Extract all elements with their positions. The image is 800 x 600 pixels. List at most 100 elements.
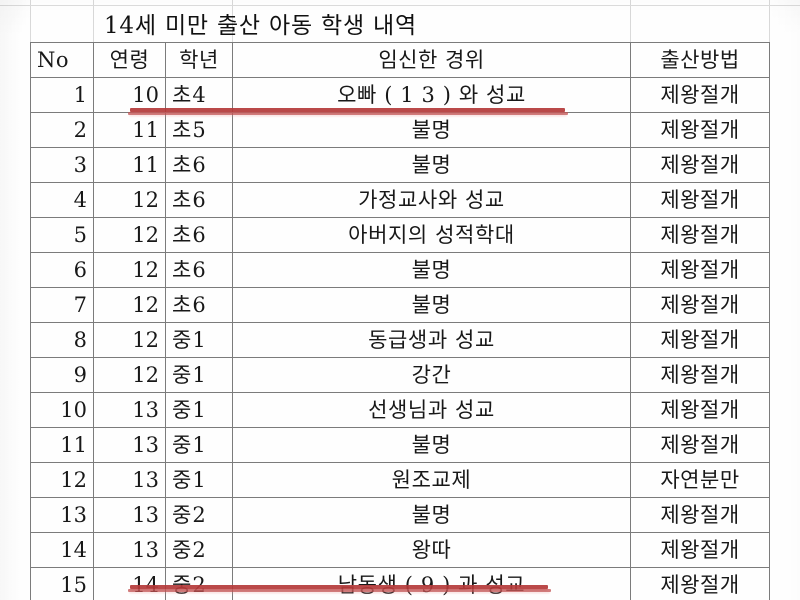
cell-reason: 오빠 ( 1 3 ) 와 성교 bbox=[232, 77, 631, 113]
cell-age: 13 bbox=[93, 392, 166, 428]
cell-no: 11 bbox=[30, 427, 94, 463]
cell-no: 13 bbox=[30, 497, 94, 533]
cell-no: 2 bbox=[30, 112, 94, 148]
cell-age: 13 bbox=[93, 497, 166, 533]
cell-method: 제왕절개 bbox=[630, 497, 770, 533]
cell-grade: 초6 bbox=[165, 287, 233, 323]
table-row: 9 12 중1 강간 제왕절개 bbox=[30, 357, 770, 393]
cell-reason: 가정교사와 성교 bbox=[232, 182, 631, 218]
cell-age: 12 bbox=[93, 322, 166, 358]
table-row: 14 13 중2 왕따 제왕절개 bbox=[30, 532, 770, 568]
cell-age: 12 bbox=[93, 357, 166, 393]
table-row: 13 13 중2 불명 제왕절개 bbox=[30, 497, 770, 533]
column-header-age: 연령 bbox=[93, 42, 166, 78]
table-row: 2 11 초5 불명 제왕절개 bbox=[30, 112, 770, 148]
sheet-gridline-vertical bbox=[30, 0, 31, 42]
sheet-gridline-vertical bbox=[93, 0, 94, 42]
cell-reason: 원조교제 bbox=[232, 462, 631, 498]
cell-no: 6 bbox=[30, 252, 94, 288]
cell-reason: 불명 bbox=[232, 287, 631, 323]
sheet-gridline-vertical bbox=[769, 0, 770, 42]
table-row: 6 12 초6 불명 제왕절개 bbox=[30, 252, 770, 288]
cell-reason: 선생님과 성교 bbox=[232, 392, 631, 428]
cell-grade: 초6 bbox=[165, 182, 233, 218]
cell-reason: 왕따 bbox=[232, 532, 631, 568]
column-header-grade: 학년 bbox=[165, 42, 233, 78]
table-row: 10 13 중1 선생님과 성교 제왕절개 bbox=[30, 392, 770, 428]
cell-no: 4 bbox=[30, 182, 94, 218]
table-row: 7 12 초6 불명 제왕절개 bbox=[30, 287, 770, 323]
cell-grade: 초4 bbox=[165, 77, 233, 113]
cell-method: 제왕절개 bbox=[630, 532, 770, 568]
cell-method: 제왕절개 bbox=[630, 182, 770, 218]
sheet-gridline-vertical bbox=[232, 0, 233, 42]
cell-reason: 남동생 ( 9 ) 과 성교 bbox=[232, 567, 631, 600]
cell-method: 제왕절개 bbox=[630, 322, 770, 358]
sheet-gridline-vertical bbox=[630, 0, 631, 42]
table-body: No 연령 학년 임신한 경위 출산방법 1 10 초4 오빠 ( 1 3 ) … bbox=[30, 42, 770, 600]
table-row: 8 12 중1 동급생과 성교 제왕절개 bbox=[30, 322, 770, 358]
cell-age: 12 bbox=[93, 287, 166, 323]
cell-age: 13 bbox=[93, 427, 166, 463]
cell-method: 제왕절개 bbox=[630, 392, 770, 428]
cell-method: 제왕절개 bbox=[630, 427, 770, 463]
cell-age: 14 bbox=[93, 567, 166, 600]
cell-grade: 초5 bbox=[165, 112, 233, 148]
cell-age: 13 bbox=[93, 532, 166, 568]
cell-grade: 초6 bbox=[165, 217, 233, 253]
cell-grade: 중1 bbox=[165, 427, 233, 463]
cell-method: 제왕절개 bbox=[630, 252, 770, 288]
cell-method: 제왕절개 bbox=[630, 77, 770, 113]
cell-no: 5 bbox=[30, 217, 94, 253]
cell-no: 8 bbox=[30, 322, 94, 358]
cell-no: 15 bbox=[30, 567, 94, 600]
table-row: 3 11 초6 불명 제왕절개 bbox=[30, 147, 770, 183]
cell-age: 12 bbox=[93, 217, 166, 253]
sheet-gridline-horizontal bbox=[0, 5, 800, 6]
column-header-reason: 임신한 경위 bbox=[232, 42, 631, 78]
cell-grade: 중1 bbox=[165, 462, 233, 498]
cell-reason: 강간 bbox=[232, 357, 631, 393]
cell-age: 10 bbox=[93, 77, 166, 113]
table-row: 11 13 중1 불명 제왕절개 bbox=[30, 427, 770, 463]
cell-reason: 동급생과 성교 bbox=[232, 322, 631, 358]
cell-no: 9 bbox=[30, 357, 94, 393]
table-row: 15 14 중2 남동생 ( 9 ) 과 성교 제왕절개 bbox=[30, 567, 770, 600]
cell-no: 10 bbox=[30, 392, 94, 428]
cell-reason: 불명 bbox=[232, 427, 631, 463]
table-row: 12 13 중1 원조교제 자연분만 bbox=[30, 462, 770, 498]
cell-reason: 불명 bbox=[232, 112, 631, 148]
cell-grade: 중1 bbox=[165, 322, 233, 358]
cell-grade: 초6 bbox=[165, 147, 233, 183]
column-header-no: No bbox=[30, 42, 94, 78]
cell-method: 제왕절개 bbox=[630, 357, 770, 393]
column-header-method: 출산방법 bbox=[630, 42, 770, 78]
cell-grade: 중1 bbox=[165, 357, 233, 393]
cell-reason: 아버지의 성적학대 bbox=[232, 217, 631, 253]
cell-grade: 중2 bbox=[165, 567, 233, 600]
cell-reason: 불명 bbox=[232, 147, 631, 183]
cell-method: 제왕절개 bbox=[630, 147, 770, 183]
cell-no: 12 bbox=[30, 462, 94, 498]
cell-no: 1 bbox=[30, 77, 94, 113]
table-row: 5 12 초6 아버지의 성적학대 제왕절개 bbox=[30, 217, 770, 253]
cell-no: 14 bbox=[30, 532, 94, 568]
cell-method: 자연분만 bbox=[630, 462, 770, 498]
page-title: 14세 미만 출산 아동 학생 내역 bbox=[104, 13, 417, 39]
cell-method: 제왕절개 bbox=[630, 112, 770, 148]
cell-grade: 중2 bbox=[165, 532, 233, 568]
cell-method: 제왕절개 bbox=[630, 567, 770, 600]
cell-age: 11 bbox=[93, 112, 166, 148]
cell-no: 7 bbox=[30, 287, 94, 323]
pregnancy-records-table: No 연령 학년 임신한 경위 출산방법 1 10 초4 오빠 ( 1 3 ) … bbox=[30, 42, 770, 600]
cell-age: 12 bbox=[93, 252, 166, 288]
cell-method: 제왕절개 bbox=[630, 287, 770, 323]
cell-grade: 중1 bbox=[165, 392, 233, 428]
cell-reason: 불명 bbox=[232, 252, 631, 288]
cell-age: 13 bbox=[93, 462, 166, 498]
table-row: 1 10 초4 오빠 ( 1 3 ) 와 성교 제왕절개 bbox=[30, 77, 770, 113]
cell-age: 11 bbox=[93, 147, 166, 183]
cell-method: 제왕절개 bbox=[630, 217, 770, 253]
table-row: 4 12 초6 가정교사와 성교 제왕절개 bbox=[30, 182, 770, 218]
